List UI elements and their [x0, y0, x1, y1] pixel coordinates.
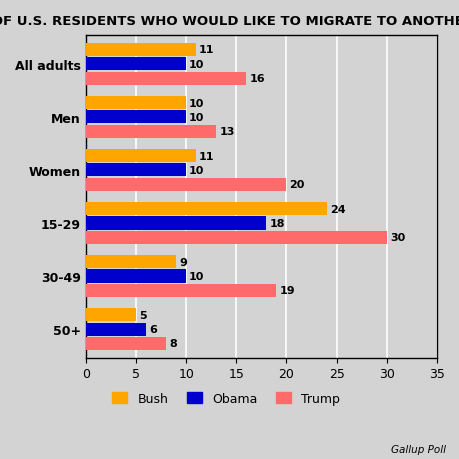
- Text: 10: 10: [189, 112, 204, 123]
- Bar: [85, 337, 166, 350]
- Bar: [85, 73, 246, 85]
- Bar: [85, 164, 186, 177]
- Bar: [85, 231, 386, 244]
- Bar: [85, 125, 216, 139]
- Bar: [85, 256, 176, 269]
- Bar: [85, 150, 196, 163]
- Text: 10: 10: [189, 60, 204, 70]
- Text: 11: 11: [199, 45, 214, 56]
- Bar: [85, 97, 186, 110]
- Bar: [85, 111, 186, 124]
- Text: 11: 11: [199, 151, 214, 161]
- Text: 5: 5: [139, 310, 146, 320]
- Bar: [85, 323, 146, 336]
- Bar: [85, 217, 266, 230]
- Text: 30: 30: [389, 233, 404, 243]
- Text: 10: 10: [189, 271, 204, 281]
- Text: 9: 9: [179, 257, 186, 267]
- Text: 18: 18: [269, 218, 284, 229]
- Bar: [85, 284, 276, 297]
- Text: 10: 10: [189, 98, 204, 108]
- Text: 6: 6: [149, 325, 157, 334]
- Bar: [85, 202, 326, 216]
- Bar: [85, 178, 286, 191]
- Text: 8: 8: [169, 339, 176, 349]
- Text: 20: 20: [289, 180, 304, 190]
- Legend: Bush, Obama, Trump: Bush, Obama, Trump: [107, 387, 344, 410]
- Text: 16: 16: [249, 74, 264, 84]
- Text: 13: 13: [219, 127, 234, 137]
- Text: 19: 19: [279, 286, 295, 296]
- Bar: [85, 44, 196, 57]
- Text: 24: 24: [329, 204, 345, 214]
- Bar: [85, 308, 135, 322]
- Bar: [85, 270, 186, 283]
- Text: Gallup Poll: Gallup Poll: [390, 444, 445, 454]
- Text: 10: 10: [189, 166, 204, 175]
- Title: % OF U.S. RESIDENTS WHO WOULD LIKE TO MIGRATE TO ANOTHER COUNTRY: % OF U.S. RESIDENTS WHO WOULD LIKE TO MI…: [0, 15, 459, 28]
- Bar: [85, 58, 186, 71]
